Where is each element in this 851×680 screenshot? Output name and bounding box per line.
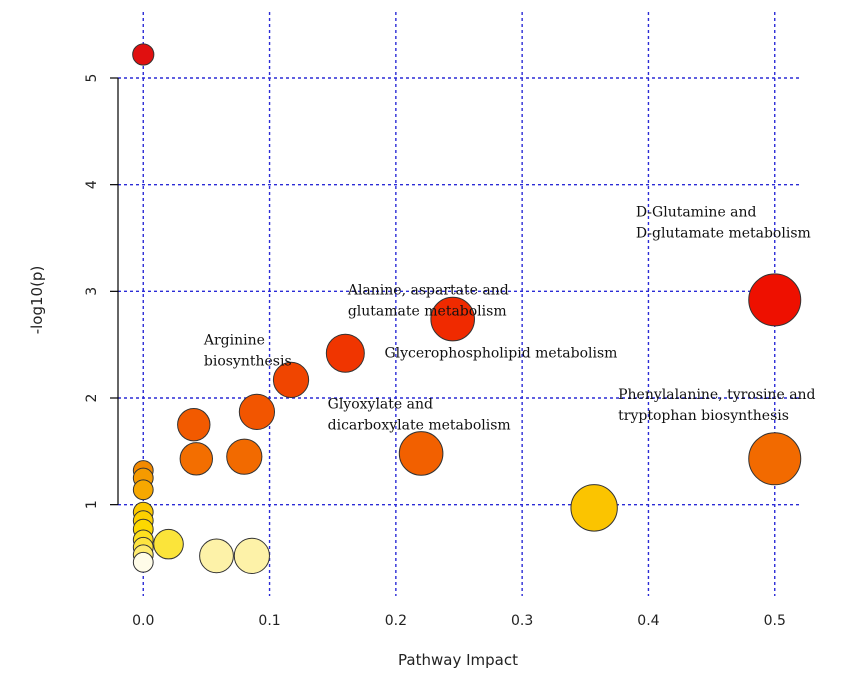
- data-point-0: [132, 43, 155, 66]
- annotation-2-line-0: Arginine: [203, 333, 265, 349]
- data-point-3: [325, 333, 365, 373]
- annotation-1-line-1: glutamate metabolism: [348, 304, 507, 320]
- annotation-5-line-0: Phenylalanine, tyrosine and: [618, 387, 815, 403]
- annotation-0-line-0: D-Glutamine and: [636, 205, 757, 221]
- x-tick-label-0: 0.0: [132, 613, 154, 629]
- annotations: D-Glutamine and D-glutamate metabolism Ala…: [203, 205, 816, 434]
- annotation-0: D-Glutamine and D-glutamate metabolism: [636, 205, 811, 242]
- y-axis-title: -log10(p): [28, 266, 46, 335]
- y-tick-label-0: 1: [84, 500, 100, 509]
- annotation-5-line-1: tryptophan biosynthesis: [618, 408, 789, 424]
- x-tick-label-2: 0.2: [385, 613, 407, 629]
- data-point-5: [238, 393, 276, 430]
- y-tick-label-4: 5: [84, 74, 100, 83]
- annotation-4-line-0: Glyoxylate and: [328, 397, 433, 413]
- annotation-2-line-1: biosynthesis: [204, 354, 292, 370]
- y-tick-label-3: 4: [84, 180, 100, 189]
- annotation-2: Arginine biosynthesis: [203, 333, 292, 370]
- y-tick-label-2: 3: [84, 287, 100, 296]
- data-point-22: [199, 538, 234, 574]
- annotation-1-line-0: Alanine, aspartate and: [347, 283, 509, 299]
- data-point-7: [398, 431, 444, 476]
- data-point-2: [430, 296, 475, 342]
- data-points: [132, 43, 802, 574]
- annotation-5: Phenylalanine, tyrosine and tryptophan bi…: [618, 387, 815, 424]
- annotation-4-line-1: dicarboxylate metabolism: [328, 418, 511, 434]
- x-tick-label-1: 0.1: [258, 613, 280, 629]
- data-point-13: [132, 479, 154, 501]
- data-point-23: [233, 537, 270, 574]
- data-point-1: [748, 273, 802, 327]
- annotation-0-line-1: D-glutamate metabolism: [636, 226, 811, 242]
- annotation-3-line-0: Glycerophospholipid metabolism: [384, 345, 617, 361]
- data-point-19: [153, 528, 184, 560]
- data-point-14: [570, 484, 618, 532]
- x-tick-label-5: 0.5: [764, 613, 786, 629]
- x-tick-label-3: 0.3: [511, 613, 533, 629]
- x-tick-label-4: 0.4: [637, 613, 659, 629]
- x-axis-title: Pathway Impact: [398, 651, 518, 669]
- annotation-3: Glycerophospholipid metabolism: [384, 345, 617, 361]
- data-point-8: [748, 432, 802, 486]
- annotation-4: Glyoxylate and dicarboxylate metabolism: [328, 397, 511, 434]
- data-point-24: [132, 551, 154, 573]
- y-tick-label-1: 2: [84, 394, 100, 403]
- axes: 1 2 3 4 5 0.0 0.1 0.2 0.3 0.4 0.5: [84, 74, 786, 629]
- data-point-10: [179, 442, 214, 476]
- data-point-6: [177, 407, 211, 442]
- data-point-4: [272, 361, 310, 398]
- data-point-9: [226, 438, 263, 475]
- annotation-1: Alanine, aspartate and glutamate metaboli…: [347, 283, 509, 320]
